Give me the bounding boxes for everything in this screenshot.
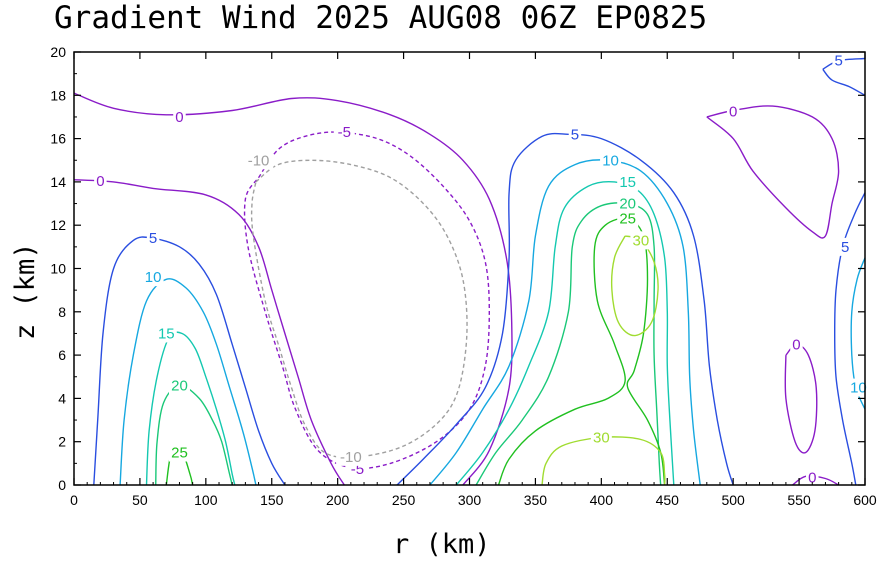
contour-lines: [73, 57, 866, 486]
contour-line-20: [475, 202, 662, 486]
contour-label: 10: [145, 269, 162, 286]
contour-line-neg5: [243, 131, 490, 470]
contour-label: 0: [729, 104, 737, 121]
contour-label-bg: [168, 376, 190, 395]
contour-line-15: [145, 331, 236, 486]
contour-line-30: [611, 235, 659, 337]
x-axis-label: r (km): [393, 529, 491, 560]
contour-line-5: [822, 68, 866, 96]
chart-title: Gradient Wind 2025 AUG08 06Z EP0825: [54, 0, 707, 36]
contour-label: 0: [96, 173, 104, 190]
contour-label: 10: [602, 152, 619, 169]
contour-label: 0: [175, 109, 183, 126]
y-tick-label: 10: [50, 261, 66, 277]
contour-line-10: [429, 159, 701, 486]
contour-label-bg: [336, 447, 366, 466]
contour-label: 0: [792, 336, 800, 353]
contour-label-bg: [173, 107, 186, 126]
contour-label-bg: [243, 151, 274, 170]
contour-line-25: [497, 217, 666, 486]
x-tick-label: 500: [721, 492, 745, 508]
x-tick-label: 300: [458, 492, 482, 508]
x-tick-label: 600: [853, 492, 877, 508]
contour-label-bg: [94, 171, 107, 190]
contour-labels: 00000-5-5-10-105555101010151520202525303…: [94, 51, 869, 487]
contour-line-20: [155, 384, 233, 486]
contour-label-bg: [155, 324, 177, 343]
x-tick-label: 50: [132, 492, 148, 508]
contour-label-bg: [617, 172, 639, 191]
y-axis-label: z (km): [10, 242, 41, 340]
x-tick-label: 0: [70, 492, 78, 508]
x-tick-label: 150: [260, 492, 284, 508]
contour-line-0: [784, 343, 818, 454]
y-tick-label: 20: [50, 44, 66, 60]
contour-label: 25: [619, 211, 636, 228]
contour-line-0: [73, 179, 345, 486]
contour-label: 30: [593, 429, 610, 446]
contour-label: 5: [834, 53, 842, 70]
contour-label: 0: [808, 469, 816, 486]
contour-label-bg: [617, 209, 639, 228]
contour-label-bg: [847, 378, 869, 397]
y-tick-label: 2: [58, 434, 66, 450]
x-tick-label: 250: [392, 492, 416, 508]
contour-label-bg: [333, 123, 355, 142]
contour-label-bg: [168, 443, 190, 462]
contour-label-bg: [590, 428, 612, 447]
contour-line-0: [73, 92, 513, 486]
contour-label: 10: [850, 380, 867, 397]
x-axis-ticks: 0 50 100 150 200 250 300 350 400 450 500 550 600: [70, 52, 877, 508]
y-tick-label: 16: [50, 131, 66, 147]
contour-label: 25: [171, 445, 188, 462]
plot-frame: [73, 51, 866, 486]
contour-line-10: [119, 278, 257, 486]
contour-line-5: [396, 132, 734, 486]
contour-label: 5: [149, 230, 157, 247]
contour-label-bg: [832, 51, 845, 70]
contour-label: -5: [338, 124, 351, 141]
y-tick-label: 8: [58, 304, 66, 320]
x-tick-label: 350: [524, 492, 548, 508]
contour-label-bg: [146, 229, 160, 248]
contour-label-bg: [600, 151, 622, 170]
contour-label-bg: [790, 335, 803, 354]
contour-label: 20: [171, 377, 188, 394]
contour-label: 5: [571, 126, 579, 143]
y-tick-label: 4: [58, 390, 66, 406]
contour-line-30: [541, 436, 666, 486]
contour-label-bg: [568, 125, 582, 144]
contour-label: -10: [248, 152, 270, 169]
contour-label: 30: [633, 232, 650, 249]
contour-line-5: [93, 236, 286, 486]
y-tick-label: 0: [58, 477, 66, 493]
x-tick-label: 400: [590, 492, 614, 508]
contour-label: 15: [158, 325, 175, 342]
y-tick-label: 6: [58, 347, 66, 363]
x-tick-label: 200: [326, 492, 350, 508]
contour-label: 20: [619, 196, 636, 213]
contour-label: 5: [841, 239, 849, 256]
contour-line-5: [834, 192, 866, 486]
contour-label-bg: [838, 237, 852, 256]
y-tick-label: 12: [50, 217, 66, 233]
y-tick-label: 18: [50, 87, 66, 103]
y-tick-label: 14: [50, 174, 66, 190]
contour-label-bg: [142, 268, 164, 287]
contour-label-bg: [617, 194, 639, 213]
contour-line-neg10: [250, 159, 468, 459]
contour-label-bg: [806, 468, 819, 487]
x-tick-label: 550: [787, 492, 811, 508]
contour-label: 15: [619, 174, 636, 191]
contour-label-bg: [726, 102, 740, 121]
x-tick-label: 100: [194, 492, 218, 508]
contour-line-15: [455, 180, 675, 486]
contour-line-0: [706, 105, 840, 239]
y-axis-ticks: 0 2 4 6 8 10 12 14 16 18 20: [50, 44, 865, 493]
x-tick-label: 450: [656, 492, 680, 508]
contour-label-bg: [630, 231, 652, 250]
contour-label: -10: [340, 449, 362, 466]
